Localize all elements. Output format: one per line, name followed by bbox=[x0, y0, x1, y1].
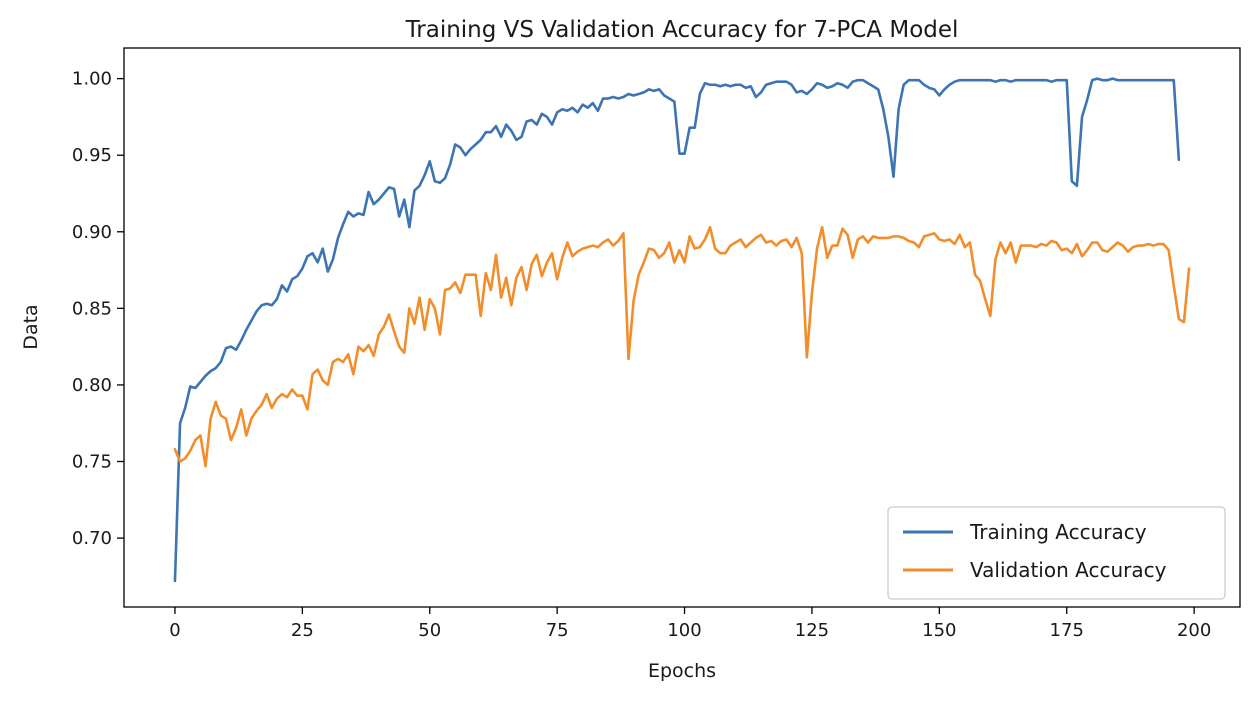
y-tick-label: 0.75 bbox=[72, 452, 112, 473]
legend-label-training: Training Accuracy bbox=[969, 520, 1147, 544]
series-line-validation-accuracy bbox=[173, 225, 1191, 468]
legend-label-validation: Validation Accuracy bbox=[970, 558, 1167, 582]
y-tick-label: 0.95 bbox=[72, 145, 112, 166]
y-tick-label: 0.70 bbox=[72, 528, 112, 549]
x-axis-title: Epochs bbox=[648, 660, 716, 682]
y-tick-label: 0.85 bbox=[72, 298, 112, 319]
x-tick-label: 150 bbox=[922, 620, 956, 641]
x-tick-label: 200 bbox=[1177, 620, 1211, 641]
x-tick-label: 75 bbox=[546, 620, 569, 641]
y-tick-label: 0.90 bbox=[72, 222, 112, 243]
y-axis-title: Data bbox=[20, 304, 42, 349]
x-tick-label: 25 bbox=[291, 620, 314, 641]
legend-frame bbox=[887, 506, 1226, 600]
chart-legend: Training Accuracy Validation Accuracy bbox=[887, 506, 1226, 600]
x-tick-label: 175 bbox=[1050, 620, 1084, 641]
y-tick-label: 1.00 bbox=[72, 69, 112, 90]
x-tick-label: 125 bbox=[795, 620, 829, 641]
plot-frame bbox=[123, 47, 1241, 608]
x-tick-label: 100 bbox=[667, 620, 701, 641]
y-tick-label: 0.80 bbox=[72, 375, 112, 396]
plot-area: 0 25 50 75 100 125 150 175 200 0.70 0.75 0.80 0.85 0.… bbox=[72, 47, 1241, 641]
x-tick-label: 50 bbox=[418, 620, 441, 641]
series-line-training-accuracy bbox=[173, 77, 1181, 583]
chart-title: Training VS Validation Accuracy for 7-PC… bbox=[405, 17, 959, 43]
x-tick-label: 0 bbox=[169, 620, 180, 641]
